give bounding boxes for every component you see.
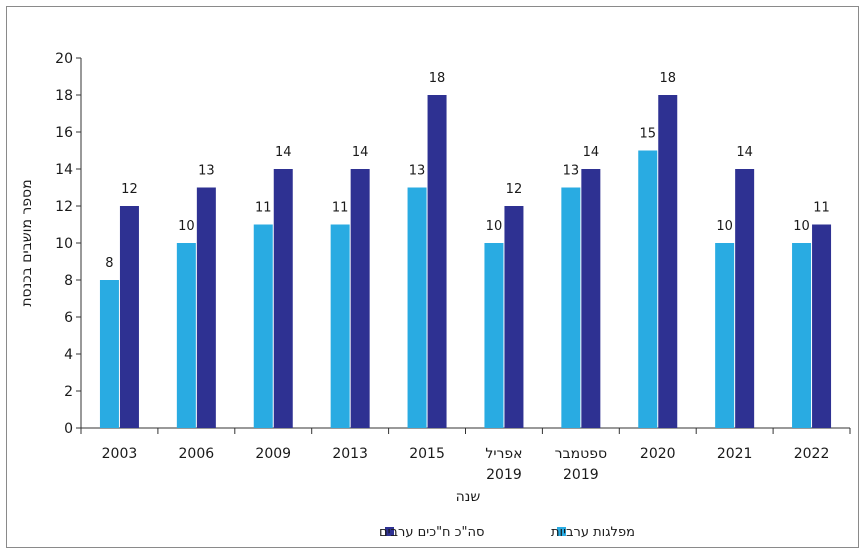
- y-tick-label: 10: [55, 236, 73, 252]
- y-tick-label: 0: [64, 421, 73, 437]
- y-tick-label: 14: [55, 162, 73, 178]
- y-tick-label: 18: [55, 88, 73, 104]
- data-label: 11: [332, 201, 349, 216]
- data-label: 13: [409, 164, 426, 179]
- x-axis-title: שנה: [456, 489, 481, 505]
- data-label: 11: [255, 201, 272, 216]
- data-label: 13: [198, 164, 215, 179]
- y-axis-title: מספר מושבים בכנסת: [19, 179, 35, 306]
- bar: [253, 224, 273, 428]
- bar: [427, 95, 447, 428]
- legend-swatch: [385, 527, 394, 536]
- bar: [812, 224, 832, 428]
- data-label: 13: [563, 164, 580, 179]
- bar: [561, 187, 581, 428]
- x-tick-label: אפריל: [485, 446, 522, 462]
- y-tick-label: 20: [55, 51, 73, 67]
- x-tick-label: 2013: [332, 446, 368, 462]
- data-label: 15: [639, 127, 656, 142]
- x-tick-label: 2009: [255, 446, 291, 462]
- bar: [407, 187, 427, 428]
- data-label: 11: [813, 201, 830, 216]
- bar: [176, 243, 196, 428]
- data-label: 18: [659, 71, 676, 86]
- x-tick-label: 2003: [102, 446, 138, 462]
- y-tick-label: 2: [64, 384, 73, 400]
- y-tick-label: 16: [55, 125, 73, 141]
- bar: [735, 169, 755, 428]
- bar: [350, 169, 370, 428]
- y-tick-label: 8: [64, 273, 73, 289]
- bar: [99, 280, 119, 428]
- bar: [119, 206, 139, 428]
- bar: [330, 224, 350, 428]
- data-label: 14: [736, 145, 753, 160]
- legend-label: מפלגות ערביות: [551, 525, 635, 540]
- x-tick-label: 2006: [179, 446, 215, 462]
- data-label: 18: [429, 71, 446, 86]
- legend-label: סה"כ ח"כים ערבים: [379, 525, 484, 540]
- data-label: 12: [121, 182, 138, 197]
- data-label: 12: [506, 182, 523, 197]
- bar: [484, 243, 504, 428]
- bar: [658, 95, 678, 428]
- data-label: 10: [793, 219, 810, 234]
- x-tick-label: 2020: [640, 446, 676, 462]
- legend-swatch: [557, 527, 566, 536]
- x-tick-labels: 2003 2006 2009 2013 2015 אפריל 2019 ספטמבר 2019 2…: [102, 446, 830, 483]
- x-tick-label: ספטמבר: [555, 446, 607, 462]
- y-tick-label: 12: [55, 199, 73, 215]
- data-label: 8: [105, 256, 113, 271]
- bar: [792, 243, 812, 428]
- x-tick-label: 2022: [794, 446, 830, 462]
- y-tick-label: 4: [64, 347, 73, 363]
- chart-frame: 8 12 10 13 11 14 11 14 13 18 10 12 13 14 15 18 10 14 10 11 …: [6, 6, 859, 548]
- data-label: 10: [716, 219, 733, 234]
- x-tick-label: 2019: [486, 467, 522, 483]
- bars: [99, 95, 832, 428]
- bar: [196, 187, 216, 428]
- bar: [273, 169, 293, 428]
- bar: [504, 206, 524, 428]
- data-label: 14: [352, 145, 369, 160]
- data-label: 14: [583, 145, 600, 160]
- bar-chart: 812101311141114131810121314151810141011 …: [19, 51, 851, 540]
- y-tick-label: 6: [64, 310, 73, 326]
- bar: [715, 243, 735, 428]
- x-tick-label: 2021: [717, 446, 753, 462]
- data-label: 10: [486, 219, 503, 234]
- x-tick-label: 2019: [563, 467, 599, 483]
- legend: מפלגות ערביות סה"כ ח"כים ערבים: [379, 525, 635, 540]
- bar: [581, 169, 601, 428]
- data-label: 14: [275, 145, 292, 160]
- y-tick-labels: 0 2 4 6 8 10 12 14 16 18 20: [55, 51, 73, 437]
- x-tick-label: 2015: [409, 446, 445, 462]
- bar: [638, 150, 658, 428]
- data-label: 10: [178, 219, 195, 234]
